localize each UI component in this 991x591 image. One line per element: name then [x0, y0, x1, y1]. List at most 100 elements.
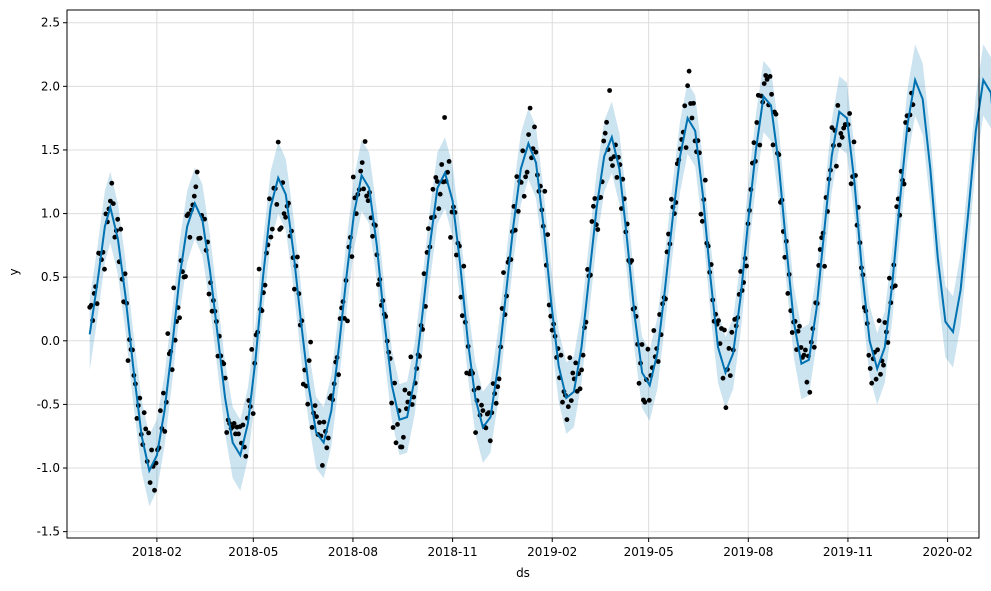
observed-point [565, 404, 571, 410]
observed-point [345, 318, 350, 324]
observed-point [395, 422, 400, 427]
observed-point [801, 352, 807, 358]
observed-point [744, 263, 749, 269]
observed-point [592, 196, 598, 201]
observed-point [901, 181, 907, 187]
observed-point [851, 139, 857, 145]
observed-point [439, 162, 445, 167]
observed-point [770, 142, 776, 148]
observed-point [361, 186, 366, 192]
x-axis-label: ds [516, 566, 530, 580]
observed-point [278, 225, 284, 231]
x-tick-label: 2018-08 [328, 545, 378, 559]
observed-point [459, 313, 465, 319]
observed-point [458, 294, 464, 300]
y-tick-label: -1.0 [37, 461, 60, 475]
y-axis-ticks: -1.5 -1.0 -0.5 0.0 0.5 1.0 1.5 2.0 2.5 [37, 16, 67, 539]
observed-point [171, 285, 177, 291]
observed-point [602, 130, 608, 136]
observed-point [757, 142, 763, 148]
observed-point [306, 358, 312, 363]
observed-point [177, 315, 183, 321]
observed-point [639, 342, 645, 347]
observed-point [669, 196, 674, 202]
observed-point [717, 341, 723, 346]
observed-point [243, 453, 249, 459]
observed-point [892, 283, 898, 289]
observed-point [722, 327, 727, 333]
observed-point [408, 354, 414, 360]
observed-point [325, 435, 331, 441]
observed-point [149, 447, 155, 453]
observed-point [727, 373, 733, 378]
observed-point [836, 142, 842, 148]
observed-point [186, 211, 191, 217]
observed-point [691, 100, 696, 106]
observed-point [614, 175, 620, 180]
observed-point [698, 211, 704, 217]
observed-point [686, 68, 692, 74]
observed-point [685, 83, 690, 89]
observed-point [109, 180, 115, 186]
observed-point [515, 208, 521, 214]
observed-point [682, 103, 688, 109]
observed-point [591, 203, 596, 209]
observed-point [567, 355, 573, 361]
observed-point [527, 105, 533, 111]
observed-point [683, 145, 689, 151]
observed-point [839, 134, 845, 140]
observed-point [324, 445, 330, 451]
observed-point [392, 380, 397, 386]
observed-point [206, 291, 212, 297]
observed-point [283, 214, 288, 220]
observed-point [604, 119, 609, 125]
observed-point [162, 429, 168, 434]
observed-point [729, 329, 735, 335]
observed-point [549, 327, 555, 333]
observed-point [399, 444, 405, 450]
observed-point [764, 77, 770, 82]
y-tick-label: -1.5 [37, 525, 60, 539]
observed-point [773, 111, 779, 117]
observed-point [401, 434, 406, 440]
observed-point [769, 91, 774, 97]
observed-point [362, 139, 368, 144]
x-tick-label: 2019-02 [527, 545, 577, 559]
observed-point [645, 346, 651, 352]
observed-point [867, 366, 873, 371]
observed-point [579, 367, 584, 373]
observed-point [153, 460, 159, 466]
observed-point [102, 266, 107, 272]
observed-point [434, 179, 440, 184]
observed-point [305, 401, 311, 407]
observed-point [560, 399, 565, 405]
observed-point [430, 186, 436, 192]
y-tick-label: 1.5 [41, 143, 60, 157]
observed-point [881, 362, 886, 368]
observed-point [308, 339, 313, 345]
observed-point [754, 120, 760, 125]
observed-point [187, 234, 193, 240]
observed-point [236, 431, 241, 437]
observed-point [393, 440, 399, 446]
observed-point [193, 184, 199, 190]
observed-point [782, 254, 788, 260]
observed-point [651, 328, 657, 333]
observed-point [795, 328, 801, 334]
observed-point [231, 421, 237, 426]
observed-point [763, 73, 769, 78]
observed-point [726, 346, 732, 351]
observed-point [479, 402, 484, 408]
observed-point [314, 414, 319, 419]
observed-point [558, 352, 564, 358]
observed-point [520, 148, 526, 154]
observed-point [570, 370, 576, 376]
observed-point [146, 430, 152, 436]
observed-point [610, 163, 615, 169]
observed-point [94, 301, 100, 307]
observed-point [349, 254, 355, 259]
observed-point [152, 487, 157, 493]
observed-point [250, 411, 256, 416]
observed-point [224, 430, 230, 435]
